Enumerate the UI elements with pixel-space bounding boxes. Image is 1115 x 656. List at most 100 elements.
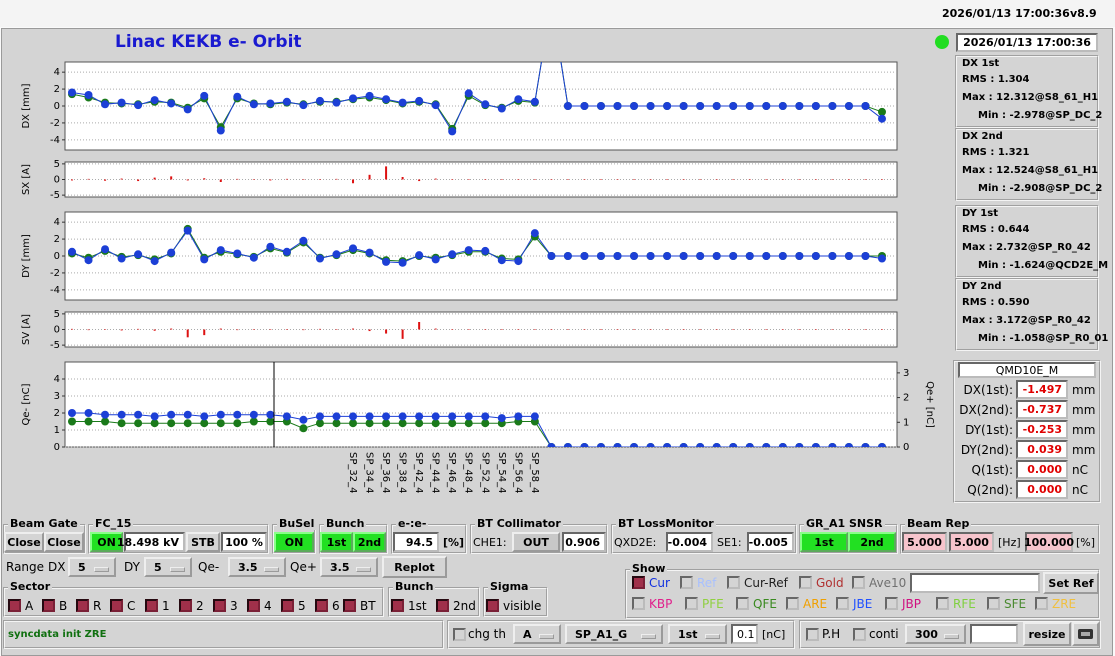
checkbox[interactable] bbox=[936, 597, 949, 610]
bar bbox=[302, 179, 305, 180]
toggle[interactable]: 2nd bbox=[353, 532, 386, 552]
group-title: Sigma bbox=[488, 579, 531, 593]
y-axis-label: SX [A] bbox=[21, 164, 32, 195]
checkbox[interactable] bbox=[247, 599, 260, 612]
data-point bbox=[828, 252, 837, 260]
data-point bbox=[216, 246, 225, 255]
bar bbox=[368, 174, 371, 180]
checkbox[interactable] bbox=[213, 599, 226, 612]
data-point bbox=[663, 252, 672, 260]
bar bbox=[798, 329, 801, 330]
checkbox[interactable] bbox=[76, 599, 89, 612]
monitor-label: DY(2nd): bbox=[960, 442, 1013, 457]
data-point bbox=[646, 102, 655, 110]
checkbox[interactable] bbox=[343, 599, 356, 612]
state-on[interactable]: ON bbox=[274, 532, 314, 552]
x-tick-label: SP_54_4 bbox=[496, 452, 507, 493]
select[interactable]: 3.5 bbox=[320, 557, 378, 577]
checkbox[interactable] bbox=[852, 576, 865, 589]
text-input[interactable] bbox=[970, 624, 1018, 644]
checkbox[interactable] bbox=[853, 628, 866, 641]
checkbox-label: R bbox=[93, 598, 102, 613]
button[interactable]: Replot bbox=[382, 556, 447, 578]
checkbox[interactable] bbox=[1035, 597, 1048, 610]
group-title: Beam Gate bbox=[8, 516, 80, 530]
data-point bbox=[415, 419, 424, 428]
checkbox[interactable] bbox=[836, 597, 849, 610]
checkbox[interactable] bbox=[110, 599, 123, 612]
select[interactable]: SP_A1_G bbox=[565, 624, 663, 644]
label: DX bbox=[48, 560, 66, 574]
button[interactable]: Close bbox=[4, 532, 44, 552]
group-title: FC_15 bbox=[93, 516, 134, 530]
checkbox-label: JBE bbox=[853, 596, 873, 611]
camera-button[interactable] bbox=[1072, 622, 1099, 646]
data-point bbox=[563, 443, 572, 447]
checkbox[interactable] bbox=[179, 599, 192, 612]
data-point bbox=[696, 252, 705, 260]
select[interactable]: 3.5 bbox=[228, 557, 286, 577]
button[interactable]: Set Ref bbox=[1043, 572, 1099, 594]
data-point bbox=[696, 443, 705, 447]
select[interactable]: A bbox=[513, 624, 561, 644]
checkbox[interactable] bbox=[8, 599, 21, 612]
stats-title: DY 2nd bbox=[962, 280, 1002, 292]
checkbox[interactable] bbox=[315, 599, 328, 612]
checkbox[interactable] bbox=[806, 628, 819, 641]
checkbox[interactable] bbox=[42, 599, 55, 612]
checkbox[interactable] bbox=[685, 597, 698, 610]
state-on[interactable]: ON bbox=[90, 532, 123, 552]
checkbox[interactable] bbox=[145, 599, 158, 612]
group-title: Bunch bbox=[393, 579, 436, 593]
bar bbox=[87, 329, 90, 331]
y-tick-label: 5 bbox=[54, 309, 60, 320]
text-input[interactable]: 0.1 bbox=[731, 624, 758, 644]
data-point bbox=[299, 101, 308, 110]
checkbox[interactable] bbox=[799, 576, 812, 589]
button[interactable]: resize bbox=[1023, 622, 1071, 646]
data-point bbox=[266, 410, 275, 419]
toggle[interactable]: 1st bbox=[800, 532, 848, 552]
bar bbox=[864, 329, 867, 330]
select[interactable]: 1st bbox=[668, 624, 727, 644]
checkbox[interactable] bbox=[436, 599, 449, 612]
bar bbox=[699, 329, 702, 330]
bar bbox=[418, 179, 421, 182]
data-point bbox=[762, 102, 771, 110]
checkbox[interactable] bbox=[987, 597, 1000, 610]
select[interactable]: 5 bbox=[144, 557, 192, 577]
toggle[interactable]: 1st bbox=[320, 532, 353, 552]
y-tick-label: 4 bbox=[54, 217, 60, 228]
data-point bbox=[464, 412, 473, 421]
checkbox[interactable] bbox=[680, 576, 693, 589]
data-point bbox=[398, 98, 407, 107]
checkbox[interactable] bbox=[281, 599, 294, 612]
stats-title: DX 1st bbox=[962, 57, 1000, 69]
checkbox[interactable] bbox=[885, 597, 898, 610]
toggle[interactable]: 2nd bbox=[848, 532, 896, 552]
checkbox[interactable] bbox=[727, 576, 740, 589]
button[interactable]: Close bbox=[44, 532, 84, 552]
bar bbox=[153, 177, 156, 180]
checkbox[interactable] bbox=[736, 597, 749, 610]
checkbox[interactable] bbox=[453, 628, 466, 641]
data-point bbox=[68, 417, 76, 426]
checkbox[interactable] bbox=[391, 599, 404, 612]
stats-line: Max : 12.524@S8_61_H1 bbox=[962, 164, 1099, 176]
select[interactable]: 300 bbox=[905, 624, 966, 644]
bar bbox=[715, 329, 718, 330]
checkbox[interactable] bbox=[632, 576, 645, 589]
data-point bbox=[630, 443, 639, 447]
bar bbox=[500, 179, 503, 180]
checkbox[interactable] bbox=[632, 597, 645, 610]
checkbox-label: Ave10 bbox=[869, 575, 907, 590]
data-point bbox=[481, 100, 490, 109]
checkbox[interactable] bbox=[486, 599, 499, 612]
button[interactable]: STB bbox=[186, 532, 220, 552]
monitor-label: DX(2nd): bbox=[959, 402, 1013, 417]
checkbox[interactable] bbox=[786, 597, 799, 610]
text-input[interactable] bbox=[910, 573, 1040, 593]
select[interactable]: 5 bbox=[68, 557, 116, 577]
y-axis-label: SV [A] bbox=[21, 314, 32, 345]
